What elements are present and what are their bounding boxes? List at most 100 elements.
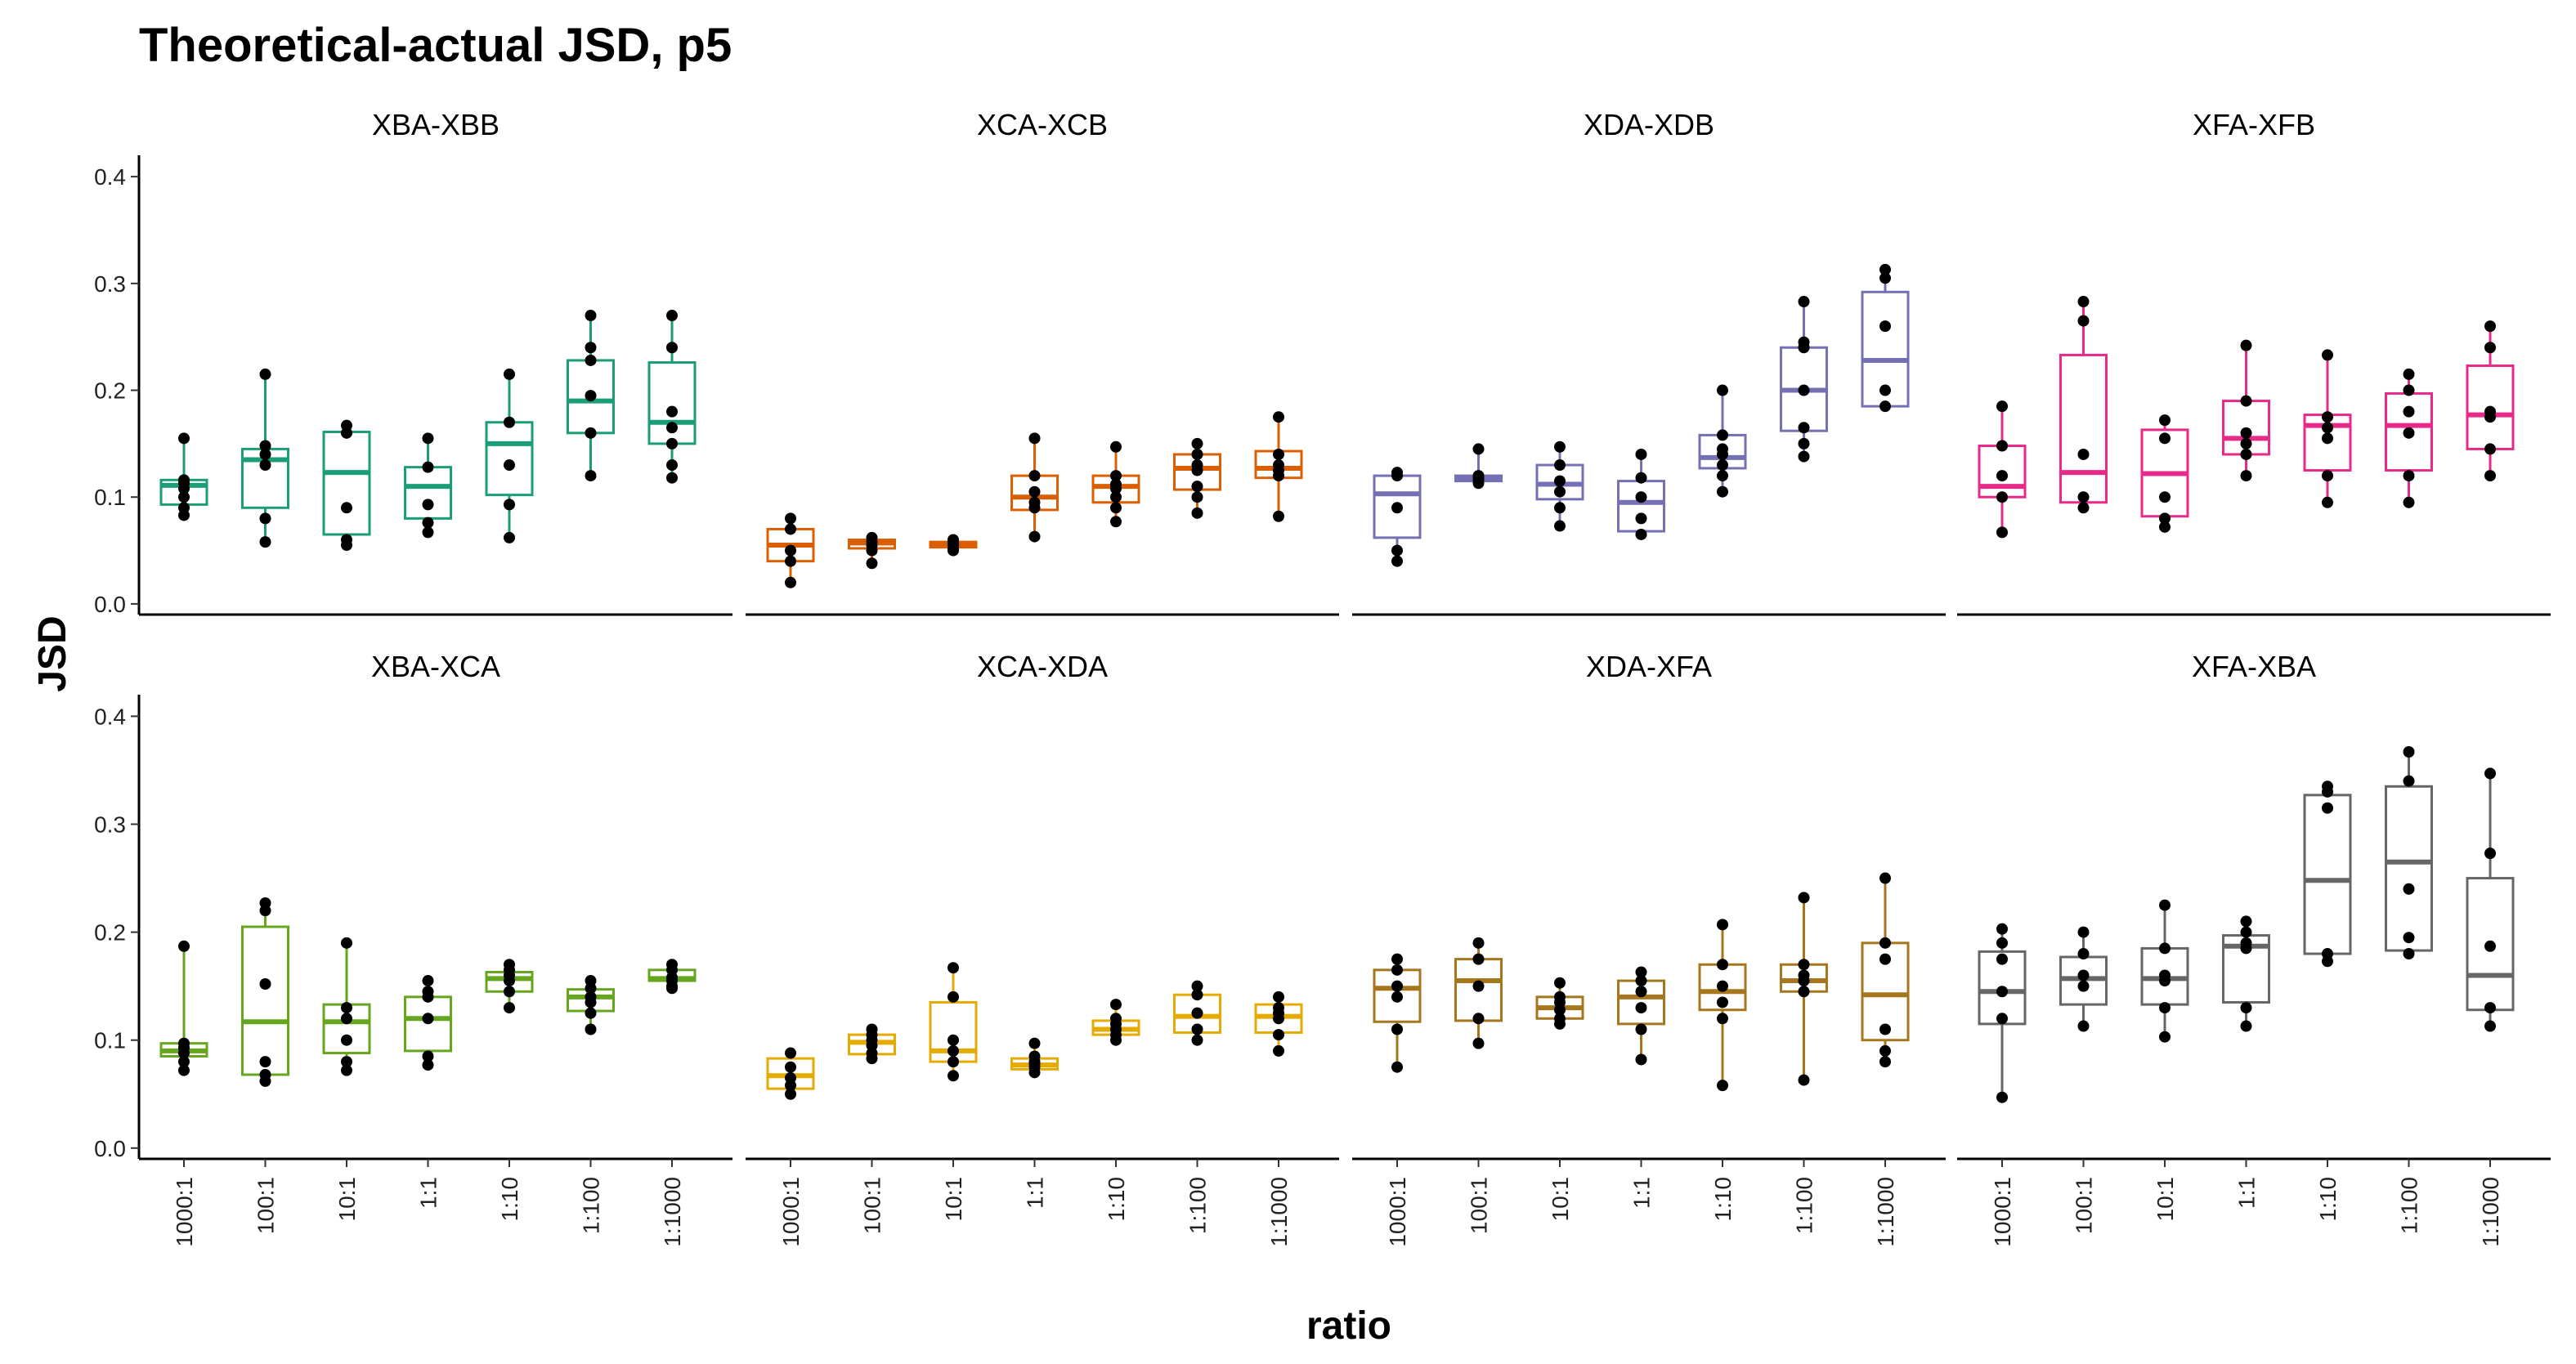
data-point — [1028, 502, 1041, 514]
data-point — [259, 978, 271, 991]
data-point — [1717, 448, 1728, 460]
x-tick-label: 1:10 — [1104, 1177, 1129, 1222]
y-tick-label: 0.0 — [94, 1136, 126, 1161]
x-tick-label: 1:1 — [1629, 1177, 1655, 1209]
data-point — [2077, 315, 2090, 327]
data-point — [178, 1064, 190, 1076]
facet-panel: XDA-XFA 1000:1 100:1 10:1 1:1 1:10 1:100 1:1000 — [1352, 650, 1946, 1247]
data-point — [2159, 521, 2171, 533]
data-point — [2322, 785, 2333, 798]
data-point — [2322, 955, 2333, 968]
data-point — [1996, 1091, 2008, 1103]
data-point — [2484, 320, 2496, 333]
data-point — [1554, 977, 1566, 989]
data-point — [1191, 1007, 1203, 1019]
data-point — [1996, 491, 2008, 503]
x-tick-label: 1000:1 — [1385, 1177, 1410, 1247]
data-point — [2077, 491, 2090, 503]
x-tick-label: 100:1 — [253, 1177, 279, 1234]
data-point — [1028, 485, 1041, 498]
data-point — [1798, 450, 1810, 463]
data-point — [1028, 432, 1041, 445]
data-point — [785, 1047, 796, 1059]
data-point — [259, 440, 271, 452]
data-point — [1798, 1074, 1810, 1086]
data-point — [1635, 1002, 1647, 1014]
data-point — [948, 1034, 959, 1046]
data-point — [2077, 969, 2090, 982]
data-point — [2484, 470, 2496, 482]
data-point — [341, 1002, 352, 1014]
data-point — [1717, 485, 1728, 498]
facet-panel: XFA-XBA 1000:1 100:1 10:1 1:1 1:10 1:100 1:1000 — [1957, 650, 2551, 1247]
facet-panel: XFA-XFB — [1957, 108, 2551, 616]
data-point — [1554, 1017, 1566, 1030]
data-point — [2322, 802, 2333, 814]
data-point — [1798, 986, 1810, 998]
data-point — [866, 557, 878, 570]
data-point — [504, 499, 515, 511]
data-point — [2159, 1002, 2171, 1014]
data-point — [2240, 915, 2252, 928]
x-tick-label: 1:10 — [497, 1177, 522, 1222]
data-point — [2159, 899, 2171, 911]
x-axis-title: ratio — [1306, 1304, 1391, 1348]
data-point — [1028, 530, 1041, 543]
facet-label: XDA-XDB — [1584, 108, 1714, 141]
data-point — [1798, 384, 1810, 396]
data-point — [1273, 448, 1284, 460]
data-point — [1191, 507, 1203, 519]
x-tick-label: 1000:1 — [1990, 1177, 2015, 1247]
data-point — [1879, 320, 1891, 333]
facet-panel: XBA-XBB 0.0 0.1 0.2 0.3 0.4 — [94, 108, 732, 617]
data-point — [2403, 775, 2415, 787]
data-point — [1798, 342, 1810, 354]
data-point — [585, 342, 597, 354]
data-point — [1028, 1067, 1041, 1079]
data-point — [2240, 448, 2252, 460]
data-point — [1391, 980, 1403, 992]
data-point — [2077, 1020, 2090, 1032]
data-point — [1798, 437, 1810, 449]
x-tick-label: 10:1 — [334, 1177, 360, 1222]
data-point — [1717, 470, 1728, 482]
facet-label: XCA-XDA — [977, 650, 1108, 683]
data-point — [2484, 1020, 2496, 1032]
data-point — [1635, 1053, 1647, 1066]
data-point — [178, 491, 190, 503]
facet-label: XBA-XBB — [372, 108, 500, 141]
data-point — [2159, 414, 2171, 427]
data-point — [1635, 491, 1647, 503]
data-point — [1391, 964, 1403, 976]
data-point — [1554, 520, 1566, 532]
data-point — [585, 470, 597, 482]
facet-panel: XBA-XCA 0.0 0.1 0.2 0.3 0.4 1000:1 100:1 10:1 1:1… — [94, 650, 732, 1247]
data-point — [341, 937, 352, 949]
data-point — [1879, 272, 1891, 284]
data-point — [785, 555, 796, 567]
data-point — [1191, 464, 1203, 476]
data-point — [1273, 470, 1284, 482]
facet-label: XFA-XFB — [2193, 108, 2315, 141]
y-axis-title: JSD — [31, 615, 74, 691]
facet-panel: XCA-XDA 1000:1 100:1 10:1 1:1 1:10 1:100 1:1000 — [746, 650, 1339, 1247]
facet-label: XFA-XBA — [2192, 650, 2316, 683]
data-point — [666, 472, 678, 484]
data-point — [1798, 892, 1810, 904]
data-point — [1635, 986, 1647, 998]
data-point — [1391, 470, 1403, 482]
data-point — [666, 310, 678, 322]
data-point — [1028, 1037, 1041, 1049]
x-tick-label: 1000:1 — [172, 1177, 197, 1247]
data-point — [585, 390, 597, 402]
data-point — [422, 991, 434, 1003]
data-point — [1472, 477, 1485, 490]
data-point — [341, 1034, 352, 1046]
data-point — [1717, 959, 1728, 971]
data-point — [259, 536, 271, 548]
data-point — [2240, 427, 2252, 439]
y-tick-label: 0.1 — [94, 485, 126, 510]
data-point — [1391, 1061, 1403, 1073]
